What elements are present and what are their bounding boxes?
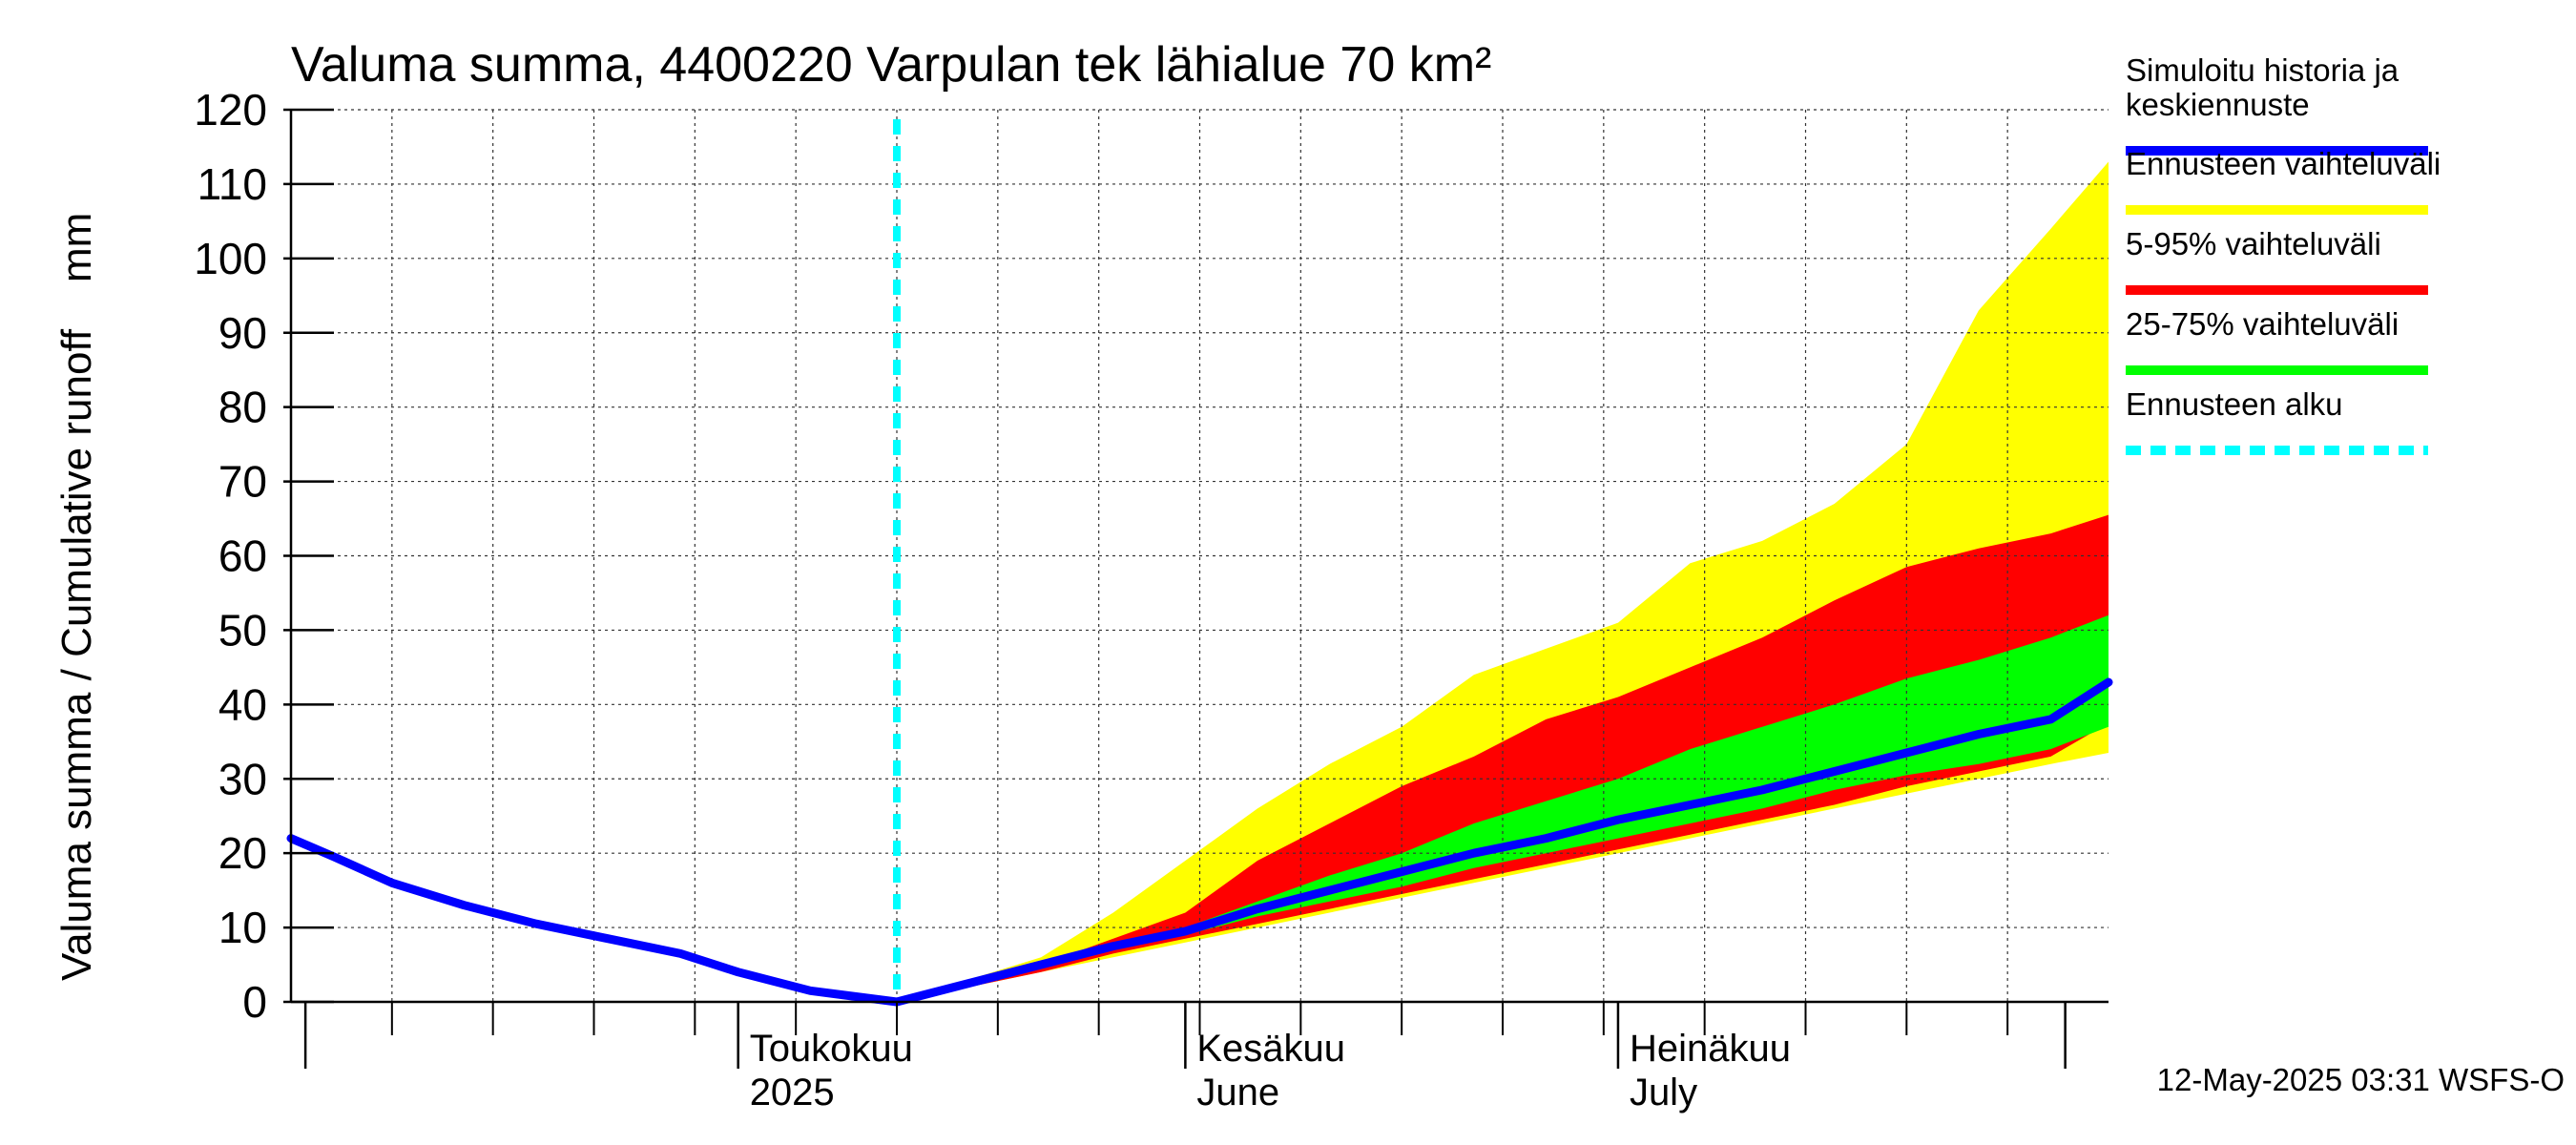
y-tick-label: 70 bbox=[218, 457, 267, 507]
chart-title: Valuma summa, 4400220 Varpulan tek lähia… bbox=[291, 37, 1491, 93]
legend-label: Simuloitu historia ja bbox=[2126, 52, 2399, 88]
legend-label: 5-95% vaihteluväli bbox=[2126, 226, 2381, 261]
y-tick-label: 50 bbox=[218, 605, 267, 655]
legend-label: 25-75% vaihteluväli bbox=[2126, 306, 2399, 342]
y-axis-label: Valuma summa / Cumulative runoff mm bbox=[53, 213, 100, 981]
axes: 0 10 20 30 40 50 60 70 80 90 100 110 120 Toukokuu2025… bbox=[53, 85, 2109, 1114]
y-tick-label: 120 bbox=[194, 85, 267, 135]
month-label: Toukokuu bbox=[750, 1028, 913, 1070]
mean-forecast-line bbox=[286, 677, 2113, 1007]
month-label: Kesäkuu bbox=[1196, 1028, 1345, 1070]
y-tick-label: 10 bbox=[218, 903, 267, 952]
y-tick-label: 30 bbox=[218, 754, 267, 803]
y-tick-label: 20 bbox=[218, 828, 267, 878]
plot-area bbox=[286, 109, 2113, 1007]
legend-label: Ennusteen vaihteluväli bbox=[2126, 146, 2441, 181]
timestamp-footer: 12-May-2025 03:31 WSFS-O bbox=[2157, 1062, 2565, 1097]
y-tick-label: 110 bbox=[197, 159, 267, 209]
month-label: Heinäkuu bbox=[1630, 1028, 1791, 1070]
y-tick-label: 100 bbox=[194, 234, 267, 283]
month-sublabel: June bbox=[1196, 1072, 1279, 1114]
month-sublabel: 2025 bbox=[750, 1072, 835, 1114]
y-tick-label: 60 bbox=[218, 531, 267, 581]
legend-label: keskiennuste bbox=[2126, 87, 2310, 122]
y-tick-label: 80 bbox=[218, 383, 267, 432]
y-tick-label: 0 bbox=[242, 977, 267, 1027]
y-tick-label: 40 bbox=[218, 679, 267, 729]
month-sublabel: July bbox=[1630, 1072, 1697, 1114]
y-tick-label: 90 bbox=[218, 308, 267, 358]
legend-label: Ennusteen alku bbox=[2126, 386, 2343, 422]
